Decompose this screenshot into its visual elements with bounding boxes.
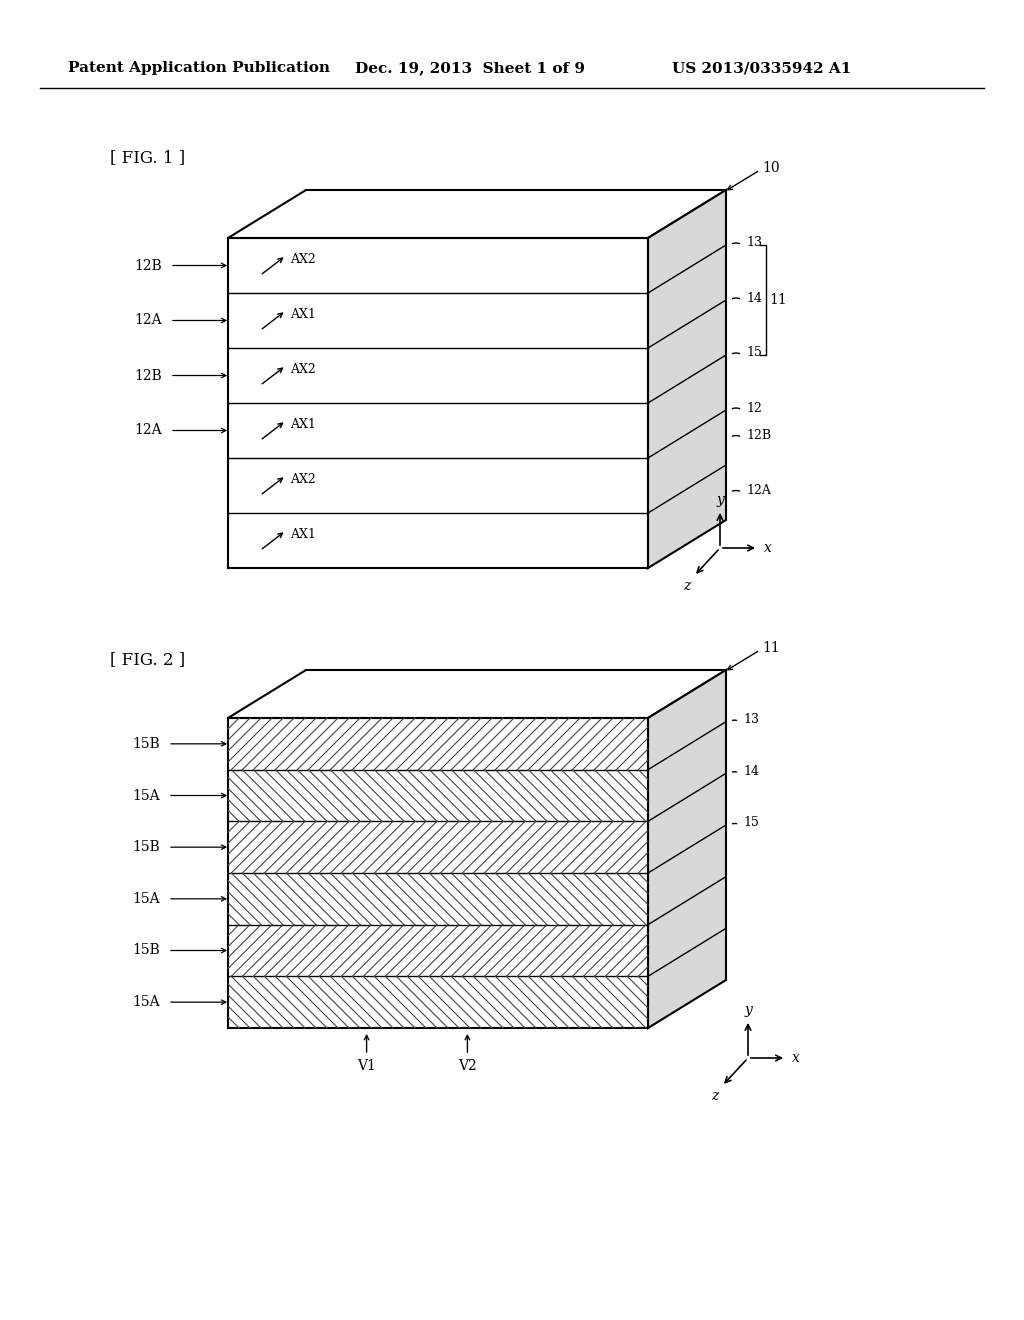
Text: 12: 12: [746, 401, 762, 414]
Text: 13: 13: [743, 713, 759, 726]
Text: x: x: [792, 1051, 800, 1065]
Text: z: z: [683, 579, 690, 593]
Text: 15A: 15A: [132, 995, 160, 1010]
Text: 15: 15: [743, 817, 759, 829]
Text: x: x: [764, 541, 772, 554]
Text: 15A: 15A: [132, 788, 160, 803]
Text: y: y: [716, 492, 724, 507]
Text: [ FIG. 1 ]: [ FIG. 1 ]: [110, 149, 185, 166]
Text: 15: 15: [746, 346, 762, 359]
Text: 12B: 12B: [746, 429, 771, 442]
Text: AX1: AX1: [290, 528, 315, 541]
Polygon shape: [228, 671, 726, 718]
Text: y: y: [744, 1003, 752, 1016]
Text: 15B: 15B: [132, 840, 160, 854]
Text: 12B: 12B: [134, 259, 162, 272]
Text: z: z: [712, 1089, 719, 1104]
Text: AX2: AX2: [290, 473, 315, 486]
Text: Dec. 19, 2013  Sheet 1 of 9: Dec. 19, 2013 Sheet 1 of 9: [355, 61, 585, 75]
Text: V2: V2: [458, 1059, 477, 1073]
Text: 14: 14: [743, 764, 759, 777]
Text: 12A: 12A: [746, 484, 771, 498]
Text: AX1: AX1: [290, 308, 315, 321]
Text: 15B: 15B: [132, 737, 160, 751]
Polygon shape: [648, 190, 726, 568]
Text: 14: 14: [746, 292, 762, 305]
Text: 12A: 12A: [134, 314, 162, 327]
Polygon shape: [648, 671, 726, 1028]
Text: 12B: 12B: [134, 368, 162, 383]
Text: 12A: 12A: [134, 424, 162, 437]
Text: AX2: AX2: [290, 363, 315, 376]
Text: AX1: AX1: [290, 418, 315, 432]
Text: AX2: AX2: [290, 253, 315, 267]
Text: Patent Application Publication: Patent Application Publication: [68, 61, 330, 75]
Text: US 2013/0335942 A1: US 2013/0335942 A1: [672, 61, 851, 75]
Text: 11: 11: [769, 293, 786, 308]
Text: 13: 13: [746, 236, 762, 249]
Text: 15B: 15B: [132, 944, 160, 957]
Text: 11: 11: [762, 642, 779, 655]
Text: [ FIG. 2 ]: [ FIG. 2 ]: [110, 652, 185, 668]
Text: V1: V1: [357, 1059, 376, 1073]
Polygon shape: [228, 190, 726, 238]
Text: 10: 10: [762, 161, 779, 176]
Text: 15A: 15A: [132, 892, 160, 906]
